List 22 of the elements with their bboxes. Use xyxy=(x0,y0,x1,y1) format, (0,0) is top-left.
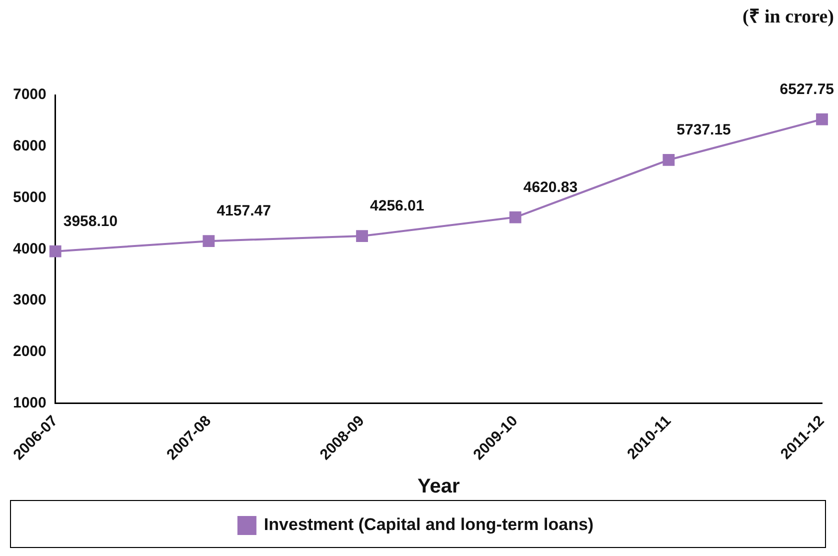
point xyxy=(662,154,675,166)
point xyxy=(202,235,215,248)
y-tick-label: 2000 xyxy=(12,343,46,360)
data-label: 3958.10 xyxy=(63,212,118,230)
data-label: 6527.75 xyxy=(780,80,834,98)
point xyxy=(816,113,828,126)
data-label: 4157.47 xyxy=(216,202,271,220)
point xyxy=(356,230,368,242)
data-label: 4256.01 xyxy=(370,198,424,215)
data-label: 4620.83 xyxy=(523,178,578,196)
y-tick-label: 5000 xyxy=(12,188,46,206)
legend-label: Investment (Capital and long-term loans) xyxy=(264,515,594,534)
y-tick-label: 1000 xyxy=(12,394,46,412)
y-tick-label: 3000 xyxy=(12,292,46,309)
y-tick-label: 7000 xyxy=(12,86,46,104)
point xyxy=(509,211,522,224)
point xyxy=(49,245,62,258)
text: (₹ in crore) xyxy=(742,6,834,28)
x-axis-title: Year xyxy=(418,476,460,498)
y-tick-label: 6000 xyxy=(12,138,46,155)
y-tick-label: 4000 xyxy=(12,240,46,258)
data-label: 5737.15 xyxy=(676,122,731,139)
